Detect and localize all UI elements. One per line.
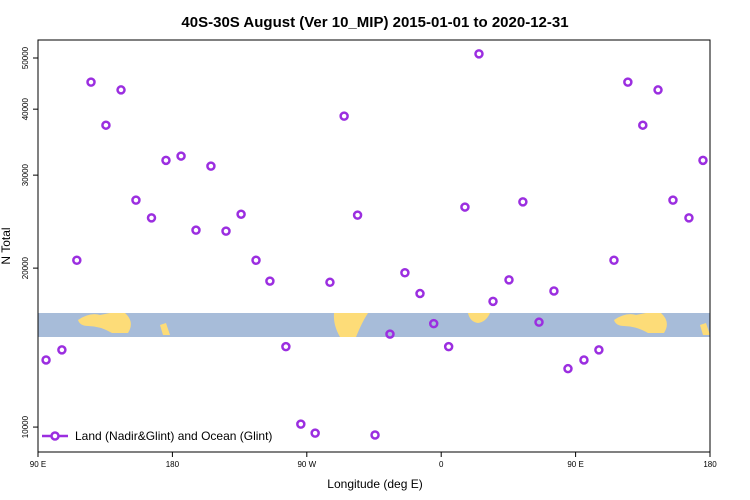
- map-land: [333, 313, 368, 337]
- point: [41, 355, 51, 365]
- point: [428, 318, 439, 329]
- x-tick-label: 90 W: [297, 460, 316, 469]
- y-tick-label: 40000: [21, 97, 30, 120]
- x-tick-label: 180: [166, 460, 180, 469]
- point: [488, 296, 498, 307]
- point: [623, 77, 633, 87]
- map-land: [160, 323, 170, 335]
- point: [609, 255, 619, 265]
- point: [131, 195, 141, 205]
- point: [161, 155, 171, 166]
- point: [443, 341, 454, 352]
- point: [206, 161, 216, 171]
- map-land: [614, 313, 667, 333]
- x-tick-label: 90 E: [30, 460, 46, 469]
- point: [549, 286, 559, 296]
- point: [415, 288, 425, 299]
- point: [563, 363, 573, 374]
- point: [116, 85, 126, 95]
- point: [339, 111, 349, 121]
- point: [594, 345, 604, 355]
- point: [265, 276, 275, 286]
- legend-label: Land (Nadir&Glint) and Ocean (Glint): [75, 429, 272, 443]
- y-tick-label: 20000: [21, 256, 30, 279]
- point: [638, 120, 648, 130]
- point: [236, 209, 246, 219]
- chart-title: 40S-30S August (Ver 10_MIP) 2015-01-01 t…: [181, 14, 568, 31]
- point: [460, 202, 470, 212]
- point: [146, 213, 157, 223]
- point: [86, 77, 96, 87]
- point: [504, 275, 514, 285]
- map-land: [700, 323, 710, 335]
- point: [57, 345, 67, 355]
- y-tick-label: 50000: [21, 46, 30, 69]
- x-axis-label: Longitude (deg E): [327, 477, 422, 491]
- point: [101, 120, 111, 130]
- point: [251, 255, 261, 265]
- point: [296, 419, 306, 429]
- point: [579, 355, 589, 365]
- point: [534, 317, 544, 327]
- x-tick-label: 90 E: [567, 460, 583, 469]
- plot-frame: [37, 39, 711, 453]
- y-tick-label: 10000: [21, 415, 30, 438]
- legend-marker: [50, 431, 60, 441]
- point: [385, 329, 395, 339]
- x-tick-label: 0: [439, 460, 444, 469]
- point: [518, 197, 528, 207]
- point: [310, 428, 320, 438]
- x-tick-label: 180: [703, 460, 717, 469]
- point: [400, 267, 410, 278]
- y-tick-label: 30000: [21, 163, 30, 186]
- point: [176, 151, 186, 161]
- point: [370, 430, 380, 440]
- map-land: [78, 313, 131, 333]
- map-ocean: [38, 313, 710, 337]
- point: [684, 213, 694, 223]
- point: [698, 155, 708, 166]
- point: [191, 225, 201, 235]
- point: [221, 226, 231, 236]
- y-axis-label: N Total: [0, 227, 13, 264]
- map-strip: [38, 313, 710, 337]
- point: [474, 49, 484, 59]
- point: [281, 341, 291, 352]
- point: [653, 85, 663, 95]
- point: [352, 210, 363, 220]
- point: [72, 255, 82, 265]
- point: [325, 277, 335, 288]
- point: [668, 195, 678, 205]
- map-land: [468, 313, 490, 323]
